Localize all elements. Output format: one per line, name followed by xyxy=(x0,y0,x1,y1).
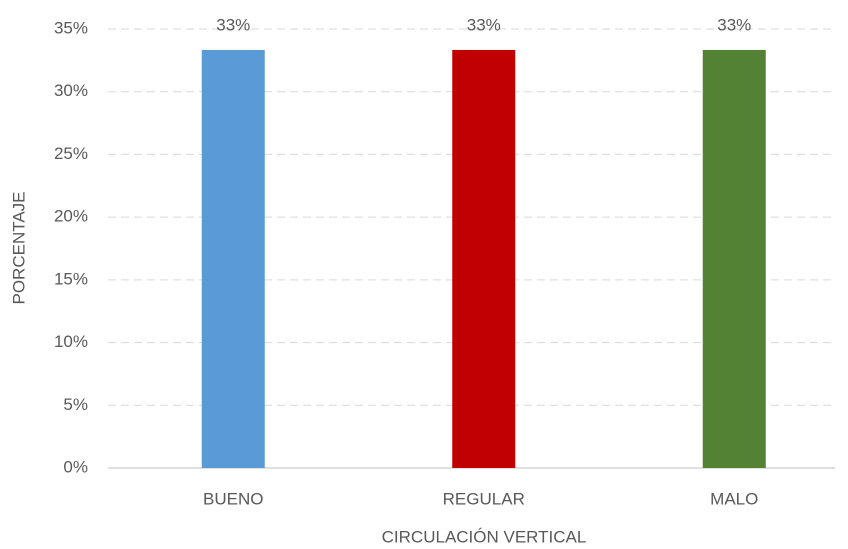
value-label: 33% xyxy=(467,15,501,34)
bar xyxy=(702,49,766,469)
value-label: 33% xyxy=(216,15,250,34)
value-label: 33% xyxy=(717,15,751,34)
y-tick-label: 35% xyxy=(54,18,88,37)
bar xyxy=(201,49,265,469)
y-tick-label: 0% xyxy=(63,457,88,476)
y-tick-label: 30% xyxy=(54,81,88,100)
x-tick-label: MALO xyxy=(710,489,758,508)
y-tick-label: 15% xyxy=(54,269,88,288)
y-axis-title: PORCENTAJE xyxy=(9,191,28,304)
y-tick-label: 10% xyxy=(54,332,88,351)
x-tick-label: REGULAR xyxy=(443,489,525,508)
y-tick-label: 5% xyxy=(63,395,88,414)
x-axis-title: CIRCULACIÓN VERTICAL xyxy=(382,527,587,546)
x-tick-label: BUENO xyxy=(203,489,263,508)
y-tick-label: 25% xyxy=(54,144,88,163)
y-tick-label: 20% xyxy=(54,207,88,226)
bar xyxy=(452,49,516,469)
